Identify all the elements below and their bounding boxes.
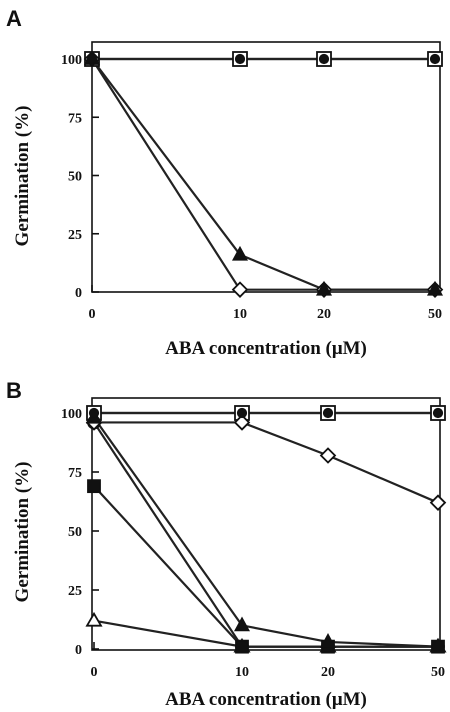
data-point-open-diamond: [429, 494, 447, 511]
y-tick-label: 25: [68, 228, 82, 243]
panel-a-plot-frame: [91, 41, 441, 293]
panel-b: B Germination (%) ABA concentration (μM)…: [6, 378, 447, 710]
x-tick-label: 20: [321, 665, 335, 680]
x-tick-label: 50: [431, 665, 445, 680]
panel-a-x-axis-title: ABA concentration (μM): [165, 338, 367, 359]
panel-a-marks: 0 25 50 75 100 0 10 20 50: [61, 50, 444, 322]
data-point-filled-circle: [86, 53, 98, 65]
data-point-open-diamond: [319, 447, 337, 464]
panel-b-plot-frame: [91, 397, 441, 651]
data-point-filled-square: [87, 479, 101, 494]
y-tick-label: 50: [68, 525, 82, 540]
panel-a-y-axis-title: Germination (%): [12, 106, 33, 247]
x-tick-label: 10: [233, 307, 247, 322]
data-point-filled-circle: [88, 407, 100, 419]
y-tick-label: 100: [61, 407, 82, 422]
panel-b-marks: 0 25 50 75 100 0 10 20 50: [61, 405, 447, 680]
y-tick-label: 100: [61, 53, 82, 68]
x-tick-label: 50: [428, 307, 442, 322]
series-line-filled-triangle: [93, 417, 439, 648]
y-tick-label: 75: [68, 466, 82, 481]
data-point-filled-triangle: [426, 280, 444, 296]
panel-b-x-axis-title: ABA concentration (μM): [165, 689, 367, 710]
series-line-open-diamond: [94, 421, 439, 504]
data-point-filled-triangle: [319, 633, 337, 648]
x-tick-label: 0: [91, 665, 98, 680]
series-line-open-circle: [93, 421, 438, 648]
data-point-filled-circle: [234, 53, 246, 65]
series-line-open-diamond: [91, 58, 435, 291]
data-point-filled-circle: [322, 407, 334, 419]
x-tick-label: 0: [89, 307, 96, 322]
x-tick-label: 20: [317, 307, 331, 322]
data-point-open-triangle: [85, 611, 103, 627]
y-tick-label: 50: [68, 170, 82, 185]
data-point-open-diamond: [231, 281, 249, 298]
data-point-filled-circle: [318, 53, 330, 65]
panel-a-label: A: [6, 6, 22, 31]
y-tick-label: 25: [68, 584, 82, 599]
data-point-filled-circle: [432, 407, 444, 419]
data-point-filled-circle: [236, 407, 248, 419]
data-point-filled-triangle: [315, 280, 333, 296]
data-point-filled-circle: [429, 53, 441, 65]
y-tick-label: 0: [75, 286, 82, 301]
panel-b-y-axis-title: Germination (%): [12, 462, 33, 603]
panel-a: A Germination (%) ABA concentration (μM)…: [6, 6, 444, 359]
data-point-filled-triangle: [429, 637, 447, 653]
y-tick-label: 75: [68, 111, 82, 126]
data-point-open-diamond: [233, 414, 251, 431]
series-line-filled-square: [93, 485, 438, 648]
data-point-filled-triangle: [233, 616, 251, 632]
data-point-filled-square: [235, 639, 249, 654]
x-tick-label: 10: [235, 665, 249, 680]
data-point-filled-triangle: [231, 245, 249, 261]
panel-b-label: B: [6, 378, 22, 403]
series-line-open-triangle: [93, 619, 438, 648]
series-line-filled-triangle: [91, 58, 435, 291]
y-tick-label: 0: [75, 643, 82, 658]
